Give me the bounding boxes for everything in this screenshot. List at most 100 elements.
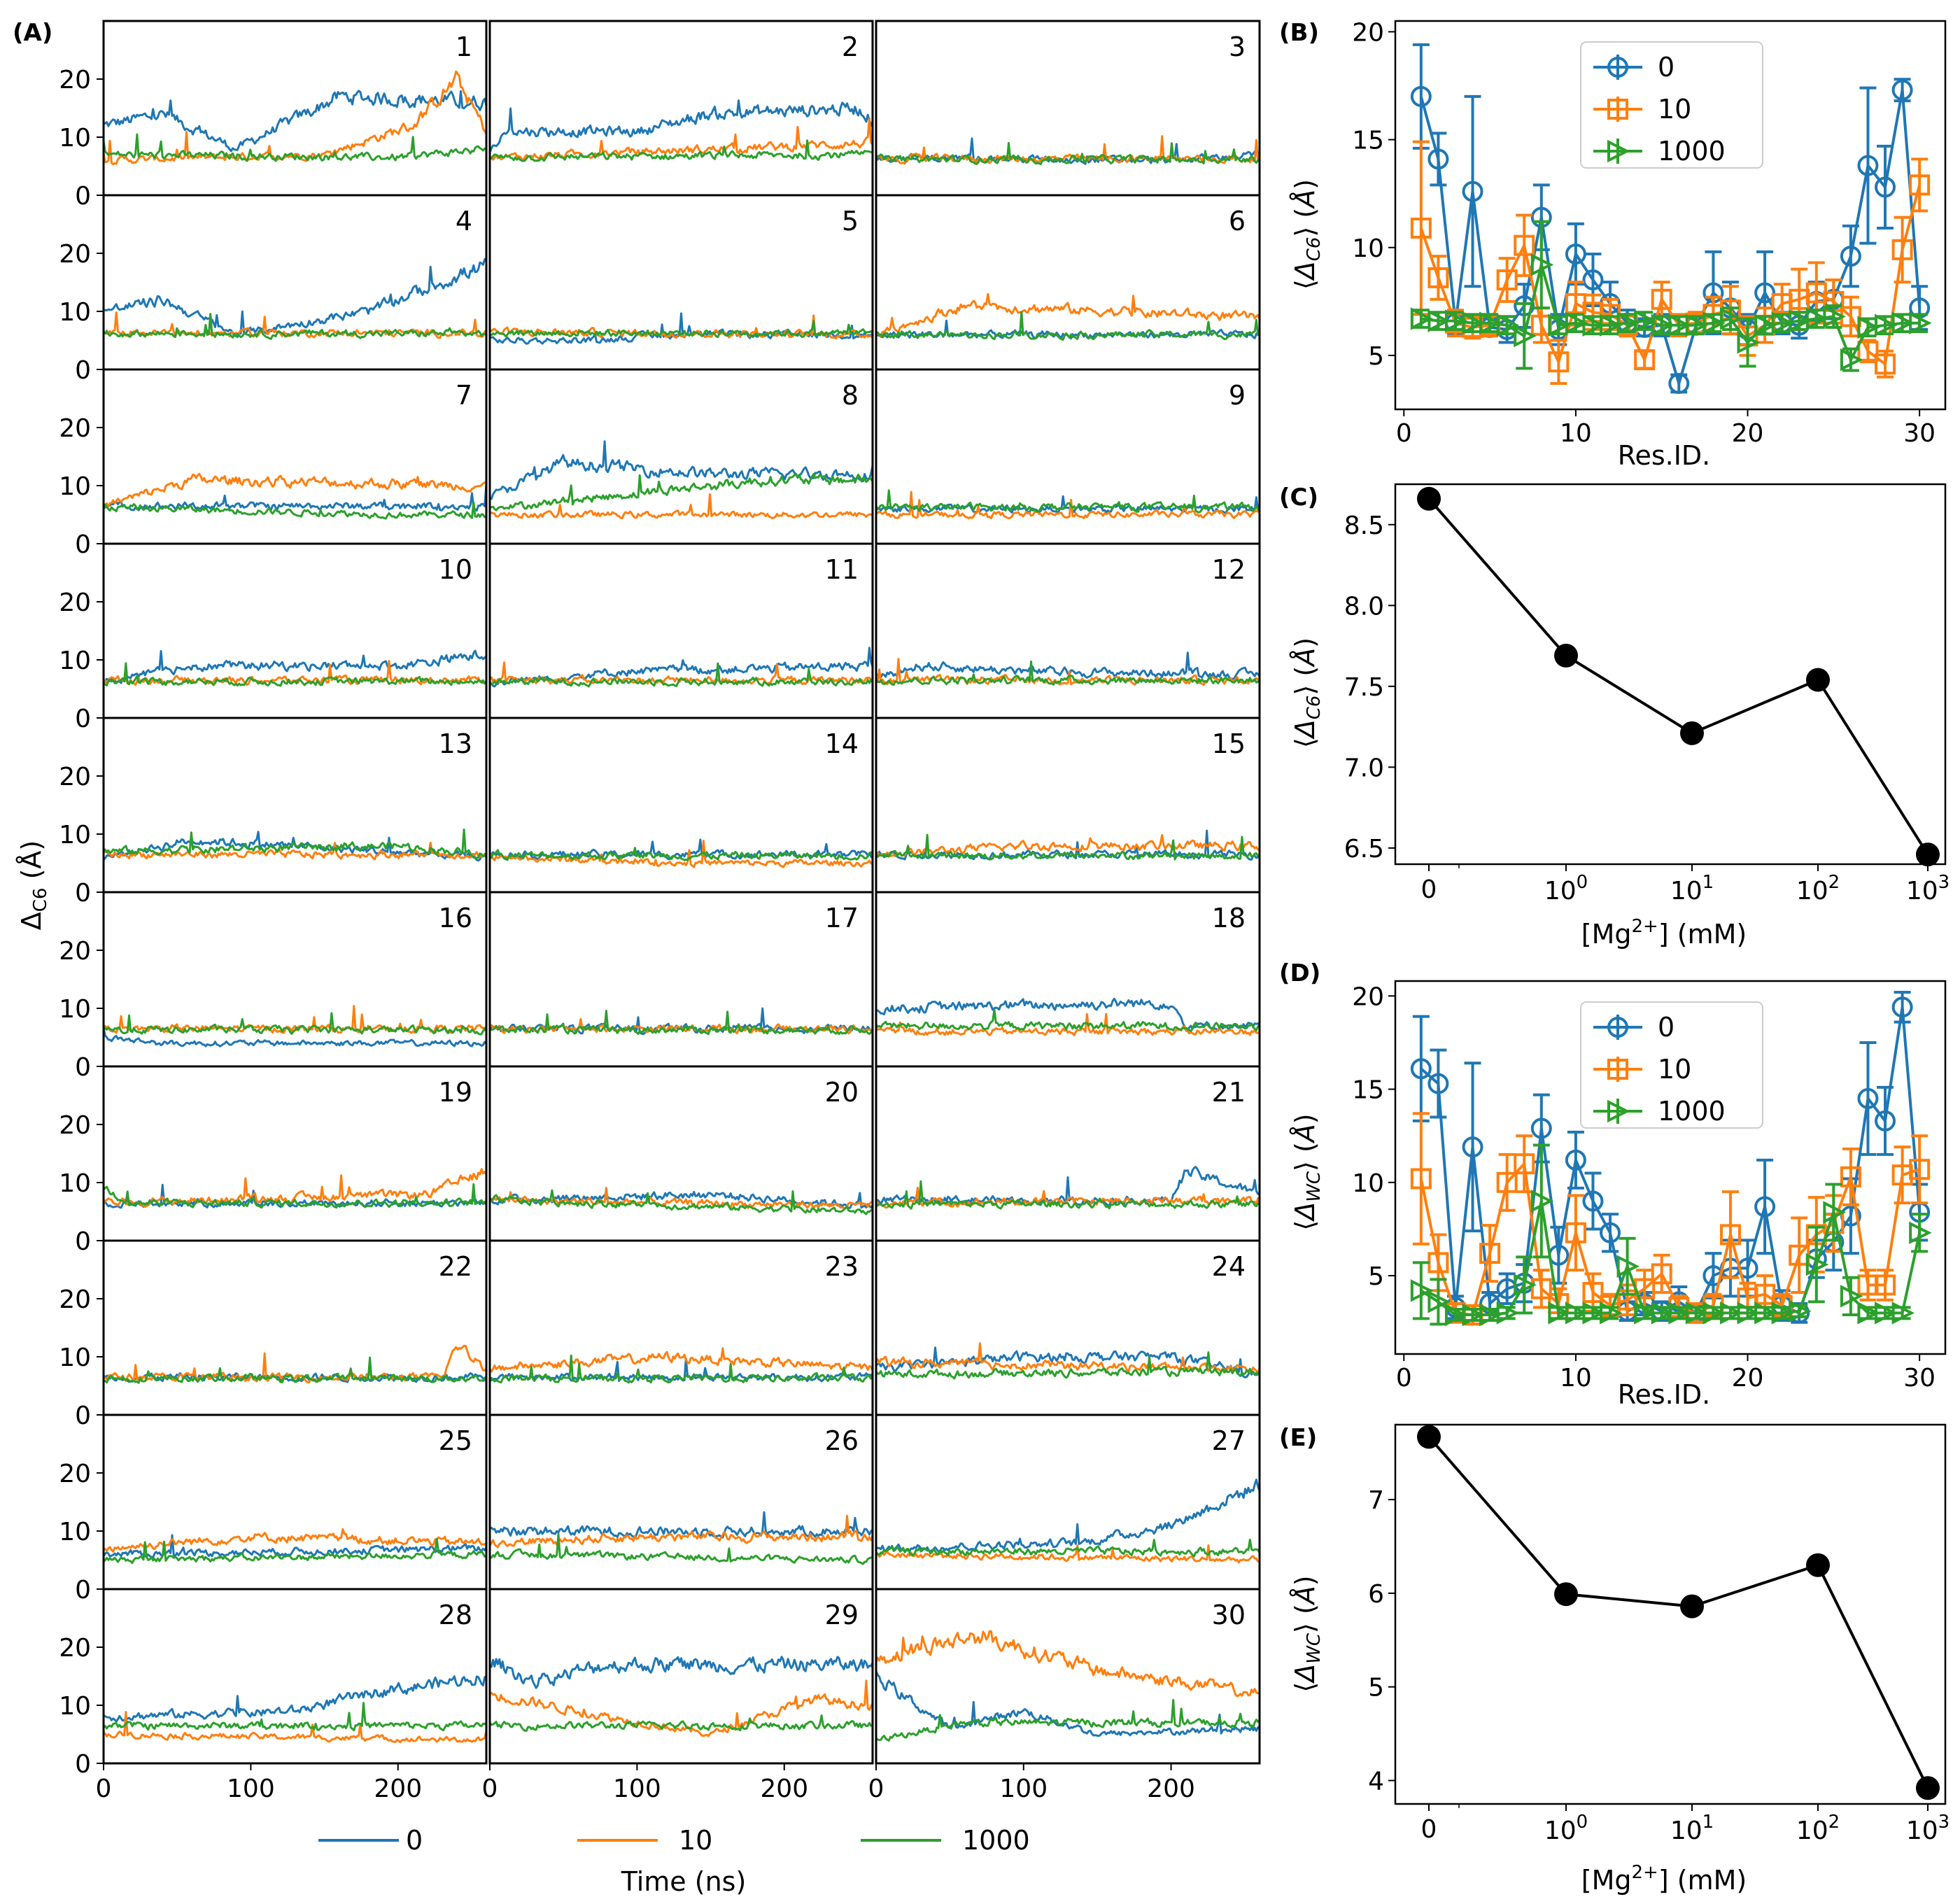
error-bar (1567, 1194, 1584, 1272)
y-tick-label: 10 (59, 1169, 91, 1198)
panel-a-ylabel: ΔC6 (Å) (16, 840, 51, 930)
series-line (104, 257, 486, 339)
data-point (1582, 269, 1604, 290)
data-point (1806, 1553, 1830, 1577)
error-bar (1877, 144, 1894, 230)
error-bar (1877, 1085, 1894, 1156)
y-tick-label: 20 (59, 1285, 91, 1314)
data-point (1891, 1302, 1915, 1325)
series-line (876, 1013, 1260, 1036)
residue-label: 23 (825, 1251, 859, 1282)
residue-label: 27 (1212, 1425, 1246, 1456)
data-point (1496, 269, 1518, 290)
series-line (490, 440, 873, 500)
series-line (490, 1679, 873, 1737)
legend-label: 10 (1658, 1054, 1691, 1085)
residue-label: 16 (439, 903, 472, 933)
residue-panel: 16 0 10 20 (59, 891, 488, 1082)
residue-label: 7 (456, 380, 472, 411)
data-point (1514, 324, 1537, 348)
data-point (1680, 721, 1704, 745)
y-tick-label: 6.5 (1344, 835, 1384, 863)
data-point (1427, 309, 1451, 332)
series-line (490, 1347, 873, 1373)
y-tick-label: 20 (59, 240, 91, 269)
y-tick-label: 10 (59, 821, 91, 849)
y-tick-label: 15 (1352, 127, 1384, 155)
series-line (876, 660, 1260, 686)
error-bar (1842, 347, 1859, 372)
x-tick-label: 0 (1421, 875, 1437, 904)
series-line (490, 1514, 873, 1549)
legend-label: 1000 (1658, 1096, 1726, 1127)
series-line (490, 139, 873, 162)
error-bar (1842, 224, 1859, 288)
series-line (1419, 184, 1922, 367)
panel-c-xlabel: [Mg2+] (mM) (1581, 916, 1747, 950)
series-line (876, 1479, 1260, 1553)
data-point (1702, 1265, 1724, 1287)
series-line (104, 1028, 486, 1048)
data-point (1840, 246, 1861, 267)
y-tick-label: 20 (59, 588, 91, 617)
data-point (1875, 313, 1898, 337)
series-line (104, 841, 486, 861)
data-point (1600, 313, 1623, 337)
axes-frame (102, 368, 488, 545)
legend-label: 10 (1658, 94, 1691, 125)
error-bar (1721, 306, 1739, 331)
axes-frame (488, 542, 874, 719)
residue-panel: 15 (875, 717, 1261, 894)
y-tick-label: 5 (1368, 1674, 1384, 1702)
data-point (1916, 1776, 1940, 1800)
series-line (490, 320, 873, 339)
data-point (1565, 1149, 1586, 1171)
y-tick-label: 10 (59, 472, 91, 501)
data-point (1427, 267, 1449, 288)
series-line (104, 483, 486, 512)
data-point (1719, 307, 1743, 330)
series-line (490, 1714, 873, 1732)
series-line (490, 1189, 873, 1215)
series-line (876, 311, 1260, 341)
data-point (1875, 1110, 1896, 1131)
error-bar (1516, 302, 1533, 370)
error-bar (1825, 304, 1842, 329)
legend-marker (1607, 1099, 1630, 1123)
axes-frame (102, 1065, 488, 1242)
axes-frame (102, 1413, 488, 1591)
legend-label: 0 (406, 1825, 423, 1856)
residue-panel: 2 (488, 20, 874, 197)
series-line (104, 472, 486, 508)
series-line (490, 1532, 873, 1565)
data-point (1789, 1299, 1812, 1323)
data-point (1771, 311, 1795, 334)
residue-panel: 17 (488, 891, 874, 1068)
error-bar (1894, 1145, 1911, 1205)
series-line (876, 1186, 1260, 1209)
series-line (104, 501, 486, 520)
data-point (1916, 842, 1940, 867)
error-bar (1653, 1253, 1670, 1295)
residue-panel: 29 0 100 200 (482, 1588, 874, 1803)
data-point (1771, 1302, 1795, 1325)
residue-panel: 3 (875, 20, 1261, 197)
axes-frame (875, 1065, 1261, 1242)
axes-frame (102, 542, 488, 719)
residue-label: 22 (439, 1251, 472, 1282)
error-bar (1412, 1112, 1430, 1246)
data-point (1805, 307, 1829, 330)
y-tick-label: 20 (1352, 982, 1384, 1011)
data-point (1719, 1224, 1741, 1246)
series-line (104, 1183, 486, 1209)
data-point (1651, 1302, 1675, 1325)
data-point (1840, 1166, 1861, 1187)
residue-label: 3 (1229, 31, 1246, 62)
data-point (1875, 1274, 1896, 1296)
error-bar (1653, 281, 1670, 318)
residue-panel: 14 (488, 717, 874, 894)
series-line (104, 1675, 486, 1723)
data-point (1479, 1303, 1502, 1327)
residue-panel: 20 (488, 1065, 874, 1242)
data-point (1685, 1302, 1709, 1325)
